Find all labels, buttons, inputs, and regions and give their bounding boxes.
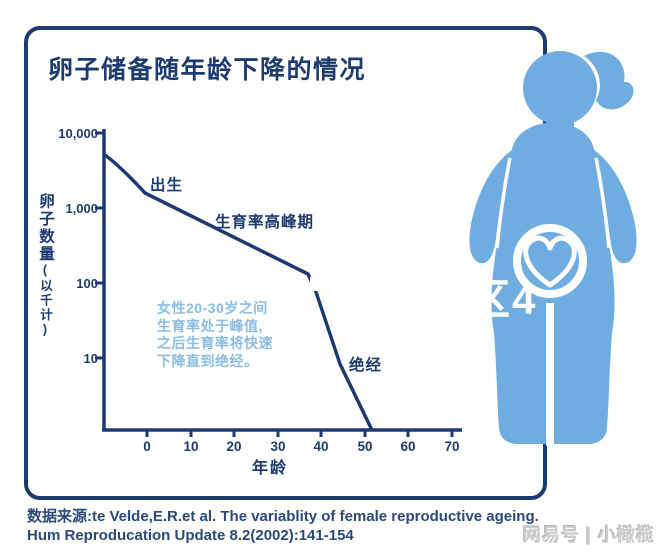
y-tick-10000: 10,000 xyxy=(58,126,98,141)
heart-icon xyxy=(523,235,577,288)
y-axis-ticks xyxy=(95,131,104,360)
label-fertility-peak: 生育率高峰期 xyxy=(215,214,315,231)
ponytail xyxy=(584,51,634,110)
x-tick-0: 0 xyxy=(143,439,151,454)
x-axis-ticks xyxy=(145,430,454,437)
annotation-line: 之后生育率将快速 xyxy=(157,335,273,351)
white-watermark-text: 区4 xyxy=(468,276,538,323)
x-tick-70: 70 xyxy=(444,439,460,454)
annotation-block: 女性20-30岁之间 生育率处于峰值, 之后生育率将快速 下降直到绝经。 xyxy=(157,300,297,370)
annotation-line: 生育率处于峰值, xyxy=(157,317,263,334)
head xyxy=(523,51,597,125)
data-source-line2: Hum Reproducation Update 8.2(2002):141-1… xyxy=(27,527,354,544)
site-watermark: 网易号 | 小橄榄 xyxy=(522,525,655,545)
right-arm xyxy=(594,150,637,264)
x-tick-40: 40 xyxy=(313,439,329,454)
leg-gap xyxy=(546,303,554,446)
silhouette-gaps xyxy=(495,157,611,249)
belly-circle xyxy=(513,224,587,298)
egg-count-curve xyxy=(103,153,373,430)
label-birth: 出生 xyxy=(150,177,184,194)
chart-title: 卵子储备随年龄下降的情况 xyxy=(48,56,367,84)
y-axis-title-main: 卵子数量 xyxy=(37,193,54,263)
annotation-line: 下降直到绝经。 xyxy=(157,352,259,369)
label-menopause: 绝经 xyxy=(349,357,383,374)
watermark-notch xyxy=(310,277,321,291)
data-source-line1: 数据来源:te Velde,E.R.et al. The variablity … xyxy=(27,508,539,525)
pregnant-woman-figure xyxy=(469,51,637,446)
x-tick-60: 60 xyxy=(400,439,416,454)
y-tick-10: 10 xyxy=(83,351,98,366)
x-axis-title: 年龄 xyxy=(251,460,288,477)
x-tick-20: 20 xyxy=(226,439,242,454)
y-axis-title-sub: (以千计) xyxy=(38,263,52,339)
y-tick-100: 100 xyxy=(76,276,98,291)
x-tick-30: 30 xyxy=(270,439,286,454)
x-tick-10: 10 xyxy=(183,439,199,454)
x-tick-50: 50 xyxy=(357,439,373,454)
left-arm xyxy=(469,150,512,264)
y-tick-1000: 1,000 xyxy=(65,201,98,216)
y-axis-title: 卵子数量(以千计) xyxy=(34,193,56,339)
annotation-line: 女性20-30岁之间 xyxy=(157,300,268,316)
